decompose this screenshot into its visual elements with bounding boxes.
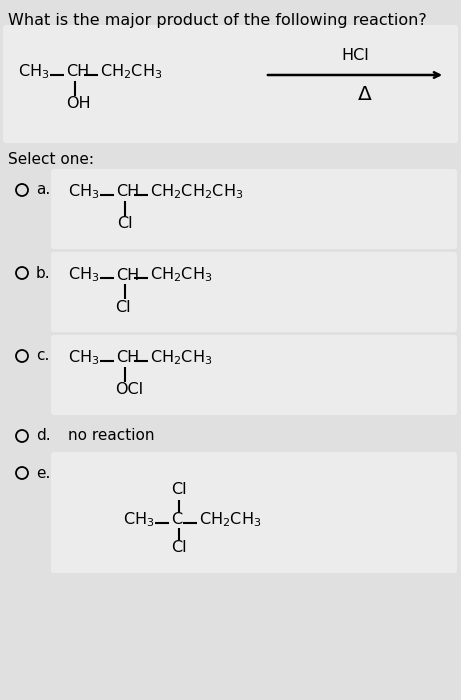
Text: $\Delta$: $\Delta$ — [357, 85, 373, 104]
Text: Cl: Cl — [115, 300, 130, 314]
Text: CH: CH — [116, 267, 139, 283]
Text: CH$_2$CH$_2$CH$_3$: CH$_2$CH$_2$CH$_3$ — [150, 183, 243, 202]
Text: CH: CH — [66, 64, 89, 80]
Text: C: C — [171, 512, 182, 528]
Text: CH$_3$: CH$_3$ — [68, 183, 100, 202]
Text: CH$_3$: CH$_3$ — [68, 349, 100, 368]
Text: d.: d. — [36, 428, 51, 444]
Text: a.: a. — [36, 183, 50, 197]
Text: Select one:: Select one: — [8, 152, 94, 167]
Text: OCl: OCl — [115, 382, 143, 398]
Text: OH: OH — [66, 97, 91, 111]
Text: CH$_3$: CH$_3$ — [123, 511, 154, 529]
Text: CH$_3$: CH$_3$ — [18, 62, 49, 81]
Text: Cl: Cl — [117, 216, 133, 232]
Text: CH: CH — [116, 351, 139, 365]
FancyBboxPatch shape — [3, 25, 458, 143]
FancyBboxPatch shape — [51, 169, 457, 249]
Text: CH$_2$CH$_3$: CH$_2$CH$_3$ — [100, 62, 162, 81]
FancyBboxPatch shape — [51, 452, 457, 573]
Text: CH$_2$CH$_3$: CH$_2$CH$_3$ — [199, 511, 261, 529]
Text: CH$_2$CH$_3$: CH$_2$CH$_3$ — [150, 349, 213, 368]
Text: What is the major product of the following reaction?: What is the major product of the followi… — [8, 13, 427, 28]
Text: CH: CH — [116, 185, 139, 200]
Text: no reaction: no reaction — [68, 428, 154, 444]
Text: e.: e. — [36, 466, 50, 480]
Text: CH$_2$CH$_3$: CH$_2$CH$_3$ — [150, 265, 213, 284]
Text: HCl: HCl — [341, 48, 369, 62]
Text: b.: b. — [36, 265, 51, 281]
Text: Cl: Cl — [171, 540, 187, 556]
FancyBboxPatch shape — [51, 252, 457, 332]
Text: CH$_3$: CH$_3$ — [68, 265, 100, 284]
Text: c.: c. — [36, 349, 49, 363]
FancyBboxPatch shape — [51, 335, 457, 415]
Text: Cl: Cl — [171, 482, 187, 498]
